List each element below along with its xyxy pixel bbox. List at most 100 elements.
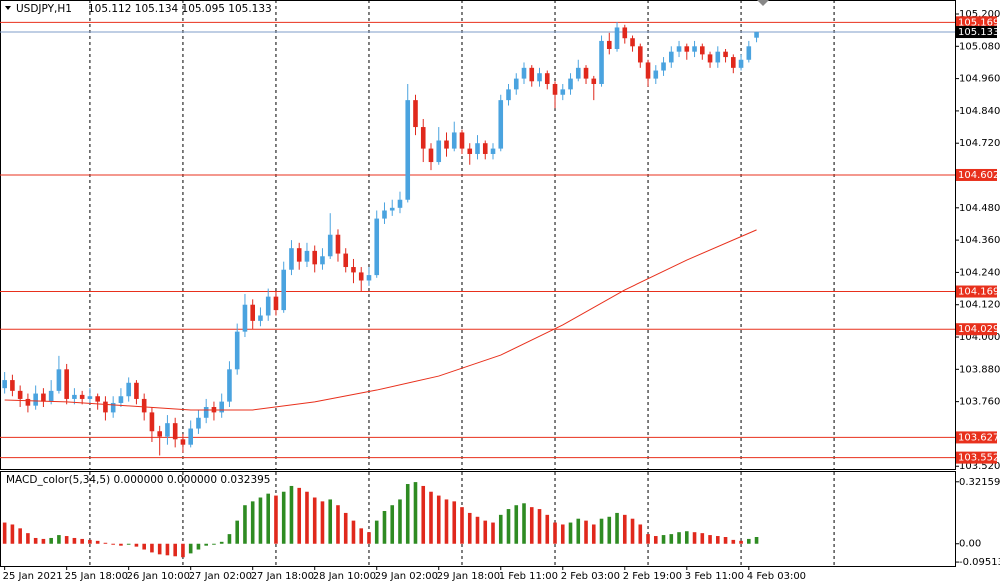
candle-body — [343, 253, 349, 268]
macd-bar — [250, 501, 255, 544]
macd-bar — [498, 514, 503, 544]
candle-body — [296, 248, 302, 262]
level-label-box — [956, 168, 997, 181]
candle-body — [382, 210, 387, 219]
candle-body — [312, 250, 318, 265]
candle-body — [475, 143, 480, 154]
macd-bar — [382, 510, 387, 544]
candle-body — [227, 369, 232, 402]
macd-bar — [188, 543, 193, 554]
candle-body — [304, 250, 310, 262]
candle-body — [599, 40, 604, 84]
macd-bar — [599, 518, 604, 544]
macd-bar — [684, 531, 689, 544]
candle-body — [103, 401, 108, 413]
candle-body — [389, 207, 395, 211]
macd-bar — [653, 536, 658, 544]
candle-body — [482, 143, 488, 154]
macd-bar — [173, 543, 177, 557]
macd-bar — [560, 524, 565, 544]
x-tick-label: 29 Jan 02:00 — [375, 571, 438, 582]
level-label-box — [956, 16, 997, 29]
candle-body — [188, 428, 193, 445]
candle-body — [72, 394, 77, 399]
macd-bar — [475, 516, 480, 544]
candle-body — [242, 304, 248, 332]
macd-bar — [522, 503, 526, 544]
candle-body — [444, 140, 449, 149]
macd-bar — [545, 514, 550, 544]
macd-bar — [243, 505, 247, 544]
macd-bar — [692, 532, 697, 544]
macd-bar — [111, 543, 115, 545]
candle-body — [118, 396, 124, 403]
macd-bar — [134, 543, 139, 547]
candle-body — [630, 38, 635, 47]
macd-bar — [157, 543, 162, 555]
y-tick-label: 103.760 — [959, 397, 1000, 408]
ohlc: 105.112 105.134 105.095 105.133 — [88, 3, 272, 15]
macd-bar — [95, 540, 100, 544]
y-tick-label: 104.120 — [959, 300, 1000, 311]
candle-body — [17, 390, 23, 399]
macd-bar — [514, 505, 519, 544]
candle-body — [731, 57, 736, 68]
macd-bar — [351, 520, 356, 544]
macd-bar — [142, 543, 146, 550]
macd-bar — [506, 509, 511, 544]
x-tick-label: 1 Feb 11:00 — [499, 571, 558, 582]
macd-bar — [204, 543, 208, 546]
macd-bar — [103, 542, 108, 544]
macd-bar — [591, 524, 596, 544]
macd-bar — [716, 536, 720, 544]
candle-body — [48, 390, 54, 402]
macd-bar — [398, 499, 402, 544]
candle-body — [537, 73, 542, 82]
candle-body — [33, 393, 38, 406]
macd-bar — [227, 534, 232, 544]
candle-body — [180, 439, 186, 445]
level-label-box — [956, 431, 997, 444]
macd-bar — [700, 533, 705, 544]
macd-bar — [165, 543, 170, 556]
candle-body — [544, 73, 550, 84]
macd-bar — [219, 541, 224, 544]
y-tick-label: 104.840 — [959, 106, 1000, 117]
x-tick-label: 25 Jan 2021 — [3, 571, 63, 582]
macd-bar — [638, 524, 643, 544]
candle-body — [552, 83, 558, 95]
x-tick-label: 2 Feb 19:00 — [623, 571, 682, 582]
candle-body — [529, 67, 535, 82]
candle-body — [351, 267, 356, 273]
x-tick-label: 28 Jan 10:00 — [313, 571, 376, 582]
macd-bar — [305, 491, 309, 544]
candle-body — [413, 100, 418, 128]
candle-body — [645, 62, 651, 79]
candle-body — [490, 148, 496, 154]
macd-bar — [196, 543, 201, 550]
candle-body — [637, 46, 643, 63]
candle-body — [451, 132, 457, 149]
candle-body — [575, 67, 581, 79]
candle-body — [622, 27, 628, 39]
macd-bar — [72, 537, 77, 544]
candle-body — [428, 148, 434, 163]
candle-body — [41, 393, 46, 402]
candle-body — [320, 256, 325, 265]
menu-arrow[interactable] — [5, 6, 11, 10]
candle-body — [405, 100, 411, 200]
macd-bar — [274, 495, 278, 544]
candle-body — [141, 398, 147, 413]
y-tick-label: 104.480 — [959, 203, 1000, 214]
candle-body — [234, 331, 240, 370]
macd-bar — [312, 497, 317, 544]
macd-bar — [708, 535, 712, 544]
level-label-box — [956, 451, 997, 464]
level-label-box — [956, 285, 997, 298]
x-tick-label: 3 Feb 11:00 — [685, 571, 744, 582]
candle-body — [289, 248, 294, 270]
y-tick-label: 104.000 — [959, 332, 1000, 343]
x-tick-label: 26 Jan 10:00 — [127, 571, 190, 582]
macd-bar — [119, 543, 123, 546]
candle-body — [692, 46, 697, 52]
